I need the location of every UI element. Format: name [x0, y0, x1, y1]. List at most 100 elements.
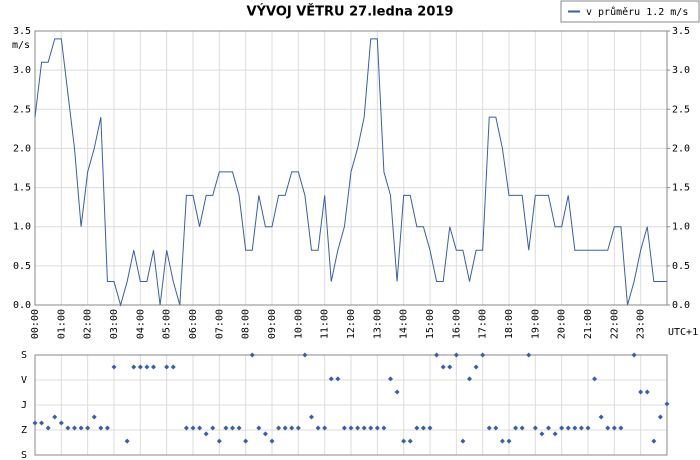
direction-point: [440, 364, 446, 370]
direction-point: [243, 438, 249, 444]
direction-point: [611, 425, 617, 431]
y-tick-label: 0.5: [13, 261, 31, 272]
direction-point: [85, 425, 91, 431]
direction-point: [124, 438, 130, 444]
x-tick-label: 17:00: [478, 309, 489, 339]
direction-point: [309, 414, 314, 420]
direction-point: [137, 364, 143, 370]
x-tick-label: 09:00: [267, 309, 278, 339]
legend-label: v průměru 1.2 m/s: [586, 6, 688, 18]
x-tick-label: 05:00: [162, 309, 173, 339]
direction-point: [526, 352, 532, 358]
direction-point: [559, 425, 565, 431]
y-tick-label: S: [21, 350, 27, 361]
direction-point: [585, 425, 591, 431]
y-tick-label: 2.5: [13, 104, 31, 115]
direction-point: [45, 425, 51, 431]
x-tick-label: 10:00: [293, 309, 304, 339]
y-tick-label: V: [21, 375, 27, 386]
direction-point: [72, 425, 77, 431]
direction-point: [276, 425, 282, 431]
direction-point: [335, 376, 341, 382]
direction-point: [486, 425, 492, 431]
direction-point: [216, 438, 222, 444]
direction-point: [262, 431, 268, 437]
x-annotation: UTC+1: [668, 327, 698, 338]
y2-tick-label: 0.0: [672, 300, 690, 311]
direction-point: [605, 425, 611, 431]
y-axis-label: m/s: [12, 40, 30, 51]
direction-point: [618, 425, 624, 431]
y-tick-label: J: [21, 400, 27, 411]
direction-point: [447, 364, 453, 370]
direction-point: [460, 438, 466, 444]
x-tick-label: 04:00: [135, 309, 146, 339]
direction-point: [546, 425, 551, 431]
direction-point: [203, 431, 209, 437]
direction-point: [104, 425, 110, 431]
direction-point: [164, 364, 170, 370]
x-tick-label: 07:00: [214, 309, 225, 339]
direction-point: [32, 420, 38, 426]
x-tick-label: 01:00: [56, 309, 67, 339]
x-tick-label: 21:00: [583, 309, 594, 339]
direction-point: [644, 389, 650, 395]
y-tick-label: 1.5: [13, 183, 31, 194]
direction-point: [170, 364, 176, 370]
x-tick-label: 13:00: [372, 309, 383, 339]
direction-point: [631, 352, 637, 358]
x-tick-label: 19:00: [530, 309, 541, 339]
y2-tick-label: 3.0: [672, 65, 690, 76]
direction-point: [578, 425, 584, 431]
direction-point: [374, 425, 380, 431]
direction-point: [638, 389, 644, 395]
direction-point: [572, 425, 578, 431]
x-tick-label: 08:00: [241, 309, 252, 339]
direction-point: [427, 425, 433, 431]
direction-point: [394, 389, 400, 395]
direction-point: [302, 352, 308, 358]
direction-point: [355, 425, 361, 431]
direction-point: [480, 352, 486, 358]
direction-point: [256, 425, 262, 431]
series-line: [34, 38, 667, 307]
direction-point: [420, 425, 426, 431]
y2-tick-label: 0.5: [672, 261, 690, 272]
legend: v průměru 1.2 m/s: [560, 0, 700, 23]
direction-point: [361, 425, 367, 431]
direction-point: [230, 425, 235, 431]
direction-point: [98, 425, 104, 431]
y-tick-label: 3.5: [13, 26, 31, 37]
legend-box: [560, 0, 700, 23]
x-tick-label: 03:00: [109, 309, 120, 339]
direction-point: [664, 401, 670, 407]
direction-point: [539, 431, 545, 437]
direction-point: [328, 376, 334, 382]
direction-point: [315, 425, 321, 431]
direction-point: [295, 425, 301, 431]
direction-point: [414, 425, 420, 431]
x-tick-label: 12:00: [346, 309, 357, 339]
direction-point: [131, 364, 137, 370]
direction-point: [453, 352, 459, 358]
chart-title: VÝVOJ VĚTRU 27.ledna 2019: [247, 4, 454, 20]
direction-point: [473, 364, 479, 370]
direction-point: [651, 438, 657, 444]
direction-point: [249, 352, 255, 358]
direction-point: [598, 414, 604, 420]
direction-point: [506, 438, 512, 444]
direction-point: [190, 425, 196, 431]
y2-tick-label: 2.0: [672, 143, 690, 154]
direction-point: [341, 425, 347, 431]
direction-point: [322, 425, 328, 431]
direction-point: [388, 376, 393, 382]
direction-point: [348, 425, 354, 431]
x-tick-label: 18:00: [504, 309, 515, 339]
direction-point: [467, 376, 472, 382]
y-tick-label: 0.0: [13, 300, 31, 311]
direction-point: [78, 425, 84, 431]
y-tick-label: 2.0: [13, 143, 31, 154]
x-tick-label: 22:00: [609, 309, 620, 339]
direction-point: [236, 425, 242, 431]
